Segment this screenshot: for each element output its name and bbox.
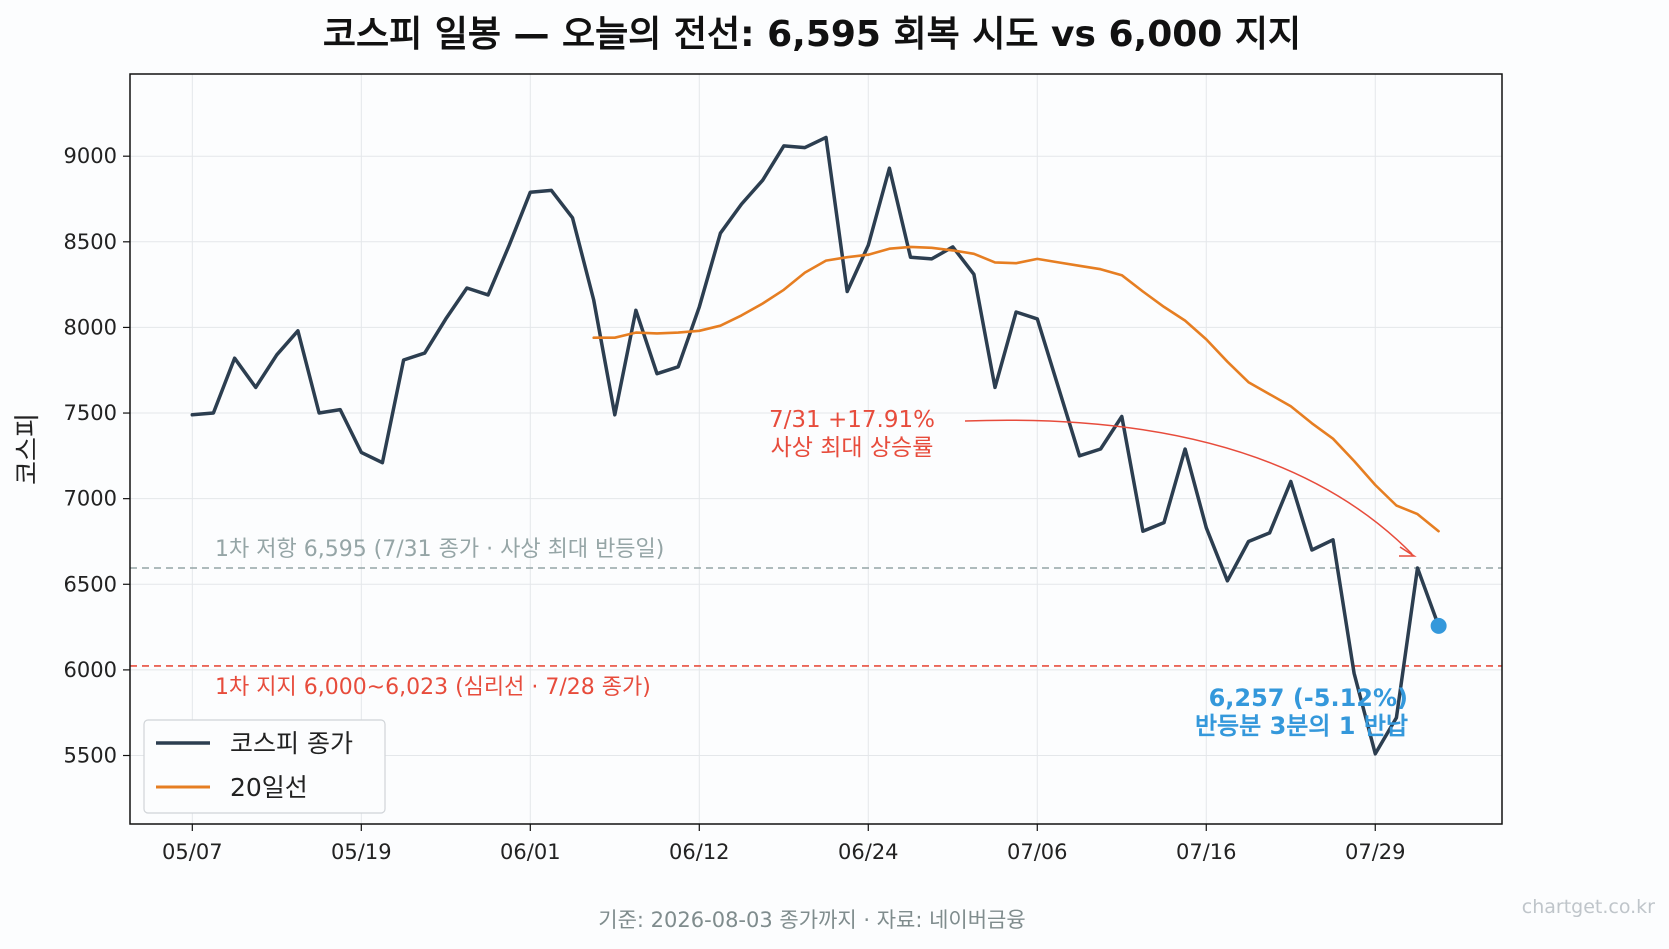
plot-frame [129,73,1503,825]
x-tick-label: 07/06 [1007,840,1068,864]
rebound-arrow [964,419,1413,555]
x-tick-label: 06/01 [500,840,561,864]
rebound-annotation-line2: 사상 최대 상승률 [771,435,934,461]
ma20-line [592,245,1440,533]
legend-label-close: 코스피 종가 [230,729,353,758]
chart-title: 코스피 일봉 — 오늘의 전선: 6,595 회복 시도 vs 6,000 지지 [323,14,1301,55]
annotations: 7/31 +17.91% 사상 최대 상승률 6,257 (-5.12%) 반등… [769,407,1417,740]
y-axis: 5500 6000 6500 7000 7500 8000 8500 9000 [64,144,130,768]
x-tick-label: 06/24 [838,840,899,864]
series [190,135,1447,756]
y-tick-label: 8500 [64,230,117,254]
y-tick-label: 5500 [64,744,117,768]
x-tick-label: 05/19 [331,840,392,864]
rebound-annotation-line1: 7/31 +17.91% [769,407,935,433]
legend: 코스피 종가 20일선 [143,719,386,814]
y-tick-label: 7000 [64,487,117,511]
x-axis: 05/07 05/19 06/01 06/12 06/24 07/06 07/16 07/29 [162,824,1406,864]
y-tick-label: 7500 [64,401,117,425]
legend-label-ma20: 20일선 [230,773,308,802]
close-price-line [190,135,1441,756]
y-tick-label: 9000 [64,144,117,168]
footer-note: 기준: 2026-08-03 종가까지 · 자료: 네이버금융 [598,908,1025,932]
rebound-arrow-head [1399,546,1417,557]
y-tick-label: 6500 [64,572,117,596]
last-close-annotation-line1: 6,257 (-5.12%) [1209,684,1408,712]
last-close-annotation-line2: 반등분 3분의 1 반납 [1195,712,1408,740]
support-label: 1차 지지 6,000~6,023 (심리선 · 7/28 종가) [215,675,651,700]
x-tick-label: 07/16 [1176,840,1237,864]
watermark: chartget.co.kr [1522,896,1655,918]
reference-levels: 1차 저항 6,595 (7/31 종가 · 사상 최대 반등일) 1차 지지 6… [130,537,1502,700]
resistance-label: 1차 저항 6,595 (7/31 종가 · 사상 최대 반등일) [215,537,664,562]
x-tick-label: 06/12 [669,840,730,864]
y-tick-label: 6000 [64,658,117,682]
x-tick-label: 07/29 [1345,840,1406,864]
y-tick-label: 8000 [64,315,117,339]
x-tick-label: 05/07 [162,840,223,864]
last-close-marker [1430,617,1447,634]
y-axis-label: 코스피 [13,413,43,485]
